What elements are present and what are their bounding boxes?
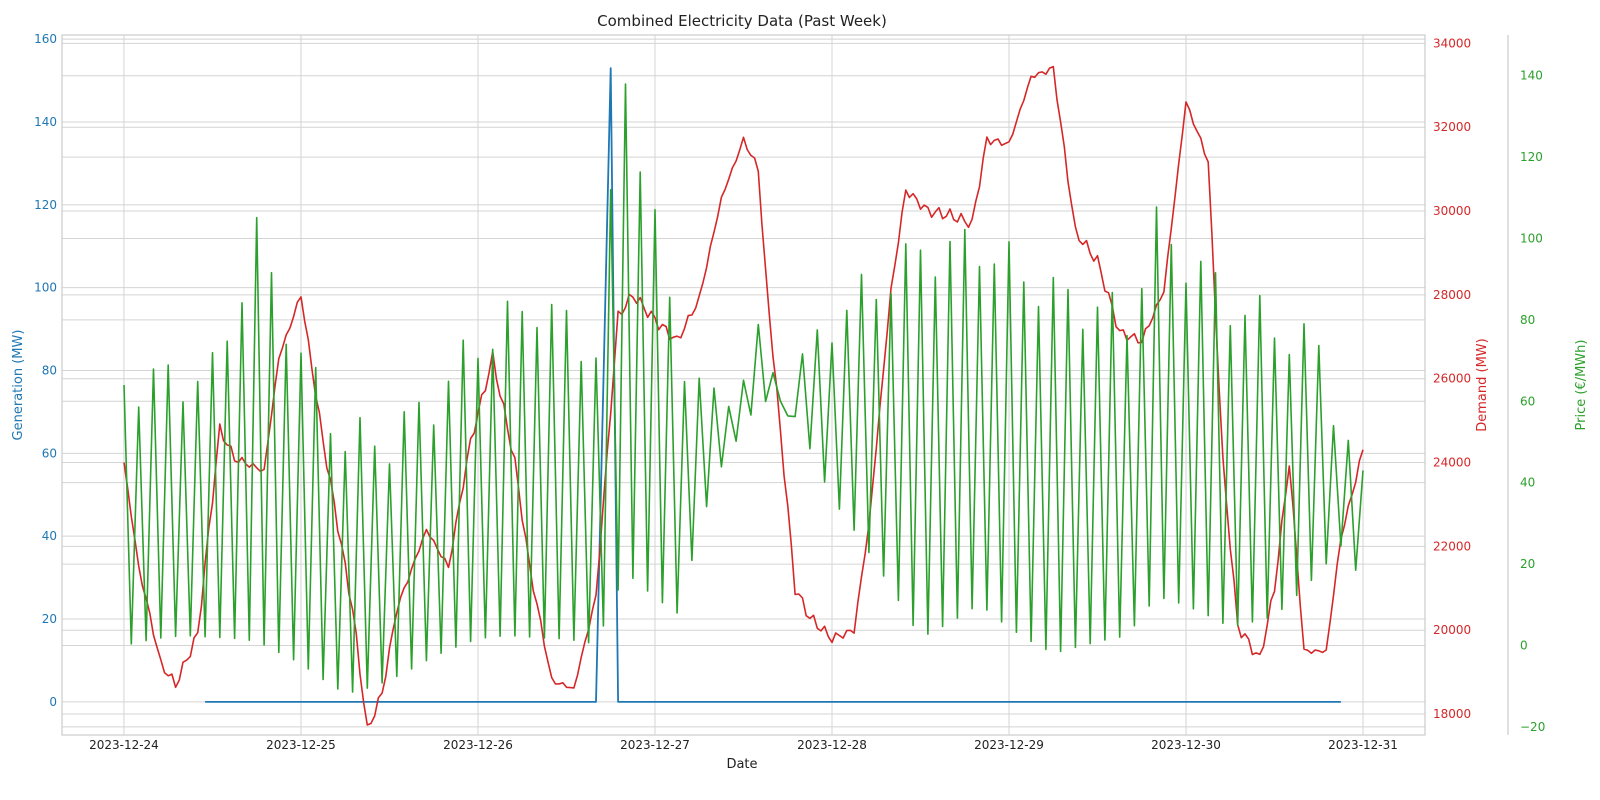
x-tick-label: 2023-12-24	[89, 738, 159, 752]
generation-series-line	[205, 67, 1341, 703]
right2-tick-label: 40	[1520, 476, 1535, 490]
x-tick-label: 2023-12-28	[797, 738, 867, 752]
demand-series-line	[123, 65, 1364, 726]
right2-tick-label: 100	[1520, 231, 1543, 245]
right1-tick-label: 34000	[1433, 36, 1471, 50]
left-tick-label: 60	[42, 446, 57, 460]
chart-title: Combined Electricity Data (Past Week)	[597, 12, 887, 30]
right1-tick-label: 30000	[1433, 204, 1471, 218]
price-axis-ticks: −20 0 20 40 60 80 100 120 140	[1520, 69, 1545, 734]
right1-tick-label: 18000	[1433, 707, 1471, 721]
series-layer	[123, 65, 1364, 726]
x-tick-label: 2023-12-27	[620, 738, 690, 752]
demand-axis-label: Demand (MW)	[1475, 338, 1490, 431]
x-axis-label: Date	[726, 757, 757, 772]
right1-tick-label: 26000	[1433, 372, 1471, 386]
left-tick-label: 140	[34, 115, 57, 129]
right2-tick-label: 20	[1520, 557, 1535, 571]
right2-tick-label: 80	[1520, 313, 1535, 327]
left-tick-label: 120	[34, 198, 57, 212]
x-tick-label: 2023-12-31	[1328, 738, 1398, 752]
right1-tick-label: 24000	[1433, 456, 1471, 470]
x-tick-label: 2023-12-26	[443, 738, 513, 752]
price-series-line	[123, 83, 1364, 693]
x-tick-label: 2023-12-29	[974, 738, 1044, 752]
x-axis-ticks: 2023-12-24 2023-12-25 2023-12-26 2023-12-27…	[89, 738, 1398, 752]
grid-lines	[62, 35, 1425, 735]
left-tick-label: 100	[34, 281, 57, 295]
left-tick-label: 20	[42, 612, 57, 626]
left-tick-label: 160	[34, 32, 57, 46]
right2-tick-label: −20	[1520, 720, 1545, 734]
left-tick-label: 0	[49, 695, 57, 709]
right1-tick-label: 32000	[1433, 120, 1471, 134]
right1-tick-label: 20000	[1433, 623, 1471, 637]
demand-axis-ticks: 18000 20000 22000 24000 26000 28000 30000 32000…	[1433, 36, 1471, 721]
x-tick-label: 2023-12-25	[266, 738, 336, 752]
right2-tick-label: 0	[1520, 638, 1528, 652]
right2-tick-label: 140	[1520, 69, 1543, 83]
right2-tick-label: 120	[1520, 150, 1543, 164]
left-tick-label: 80	[42, 364, 57, 378]
left-axis-ticks: 0 20 40 60 80 100 120 140 160	[34, 32, 57, 709]
left-tick-label: 40	[42, 529, 57, 543]
right1-tick-label: 22000	[1433, 539, 1471, 553]
right1-tick-label: 28000	[1433, 288, 1471, 302]
plot-frame	[61, 34, 1426, 736]
right2-tick-label: 60	[1520, 394, 1535, 408]
generation-axis-label: Generation (MW)	[11, 330, 26, 441]
x-tick-label: 2023-12-30	[1151, 738, 1221, 752]
price-axis-label: Price (€/MWh)	[1574, 340, 1589, 431]
